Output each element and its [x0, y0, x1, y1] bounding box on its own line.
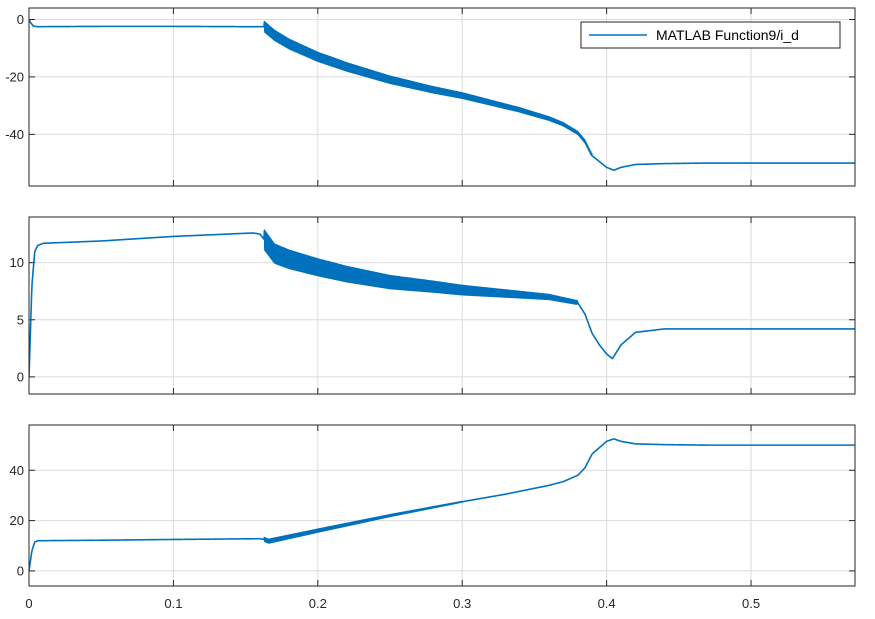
x-tick-label: 0.3: [453, 596, 471, 611]
axes-border: [28, 216, 856, 395]
axes-border: [28, 424, 856, 587]
x-tick-label: 0.1: [164, 596, 182, 611]
x-tick-label: 0.2: [309, 596, 327, 611]
x-tick-label: 0: [25, 596, 32, 611]
legend-label: MATLAB Function9/i_d: [656, 27, 799, 43]
y-tick-label: -40: [5, 127, 24, 142]
axes-background: [28, 216, 856, 395]
y-tick-label: 0: [17, 12, 24, 27]
subplot-bottom: 0 0.1 0.2 0.3 0.4 0.5 0 20 40: [10, 424, 856, 611]
y-tick-label: 40: [10, 463, 24, 478]
x-tick-label: 0.4: [598, 596, 616, 611]
subplot-middle: 0 5 10: [10, 216, 856, 395]
series-line: [29, 19, 855, 171]
series-line: [29, 229, 855, 377]
axes-border: [28, 7, 856, 187]
y-tick-label: 0: [17, 563, 24, 578]
y-tick-label: 5: [17, 312, 24, 327]
y-tick-label: 20: [10, 513, 24, 528]
series-line: [29, 438, 855, 572]
y-tick-label: 0: [17, 369, 24, 384]
x-tick-label: 0.5: [742, 596, 760, 611]
y-tick-label: -20: [5, 69, 24, 84]
y-tick-label: 10: [10, 255, 24, 270]
legend: MATLAB Function9/i_d: [580, 21, 841, 49]
